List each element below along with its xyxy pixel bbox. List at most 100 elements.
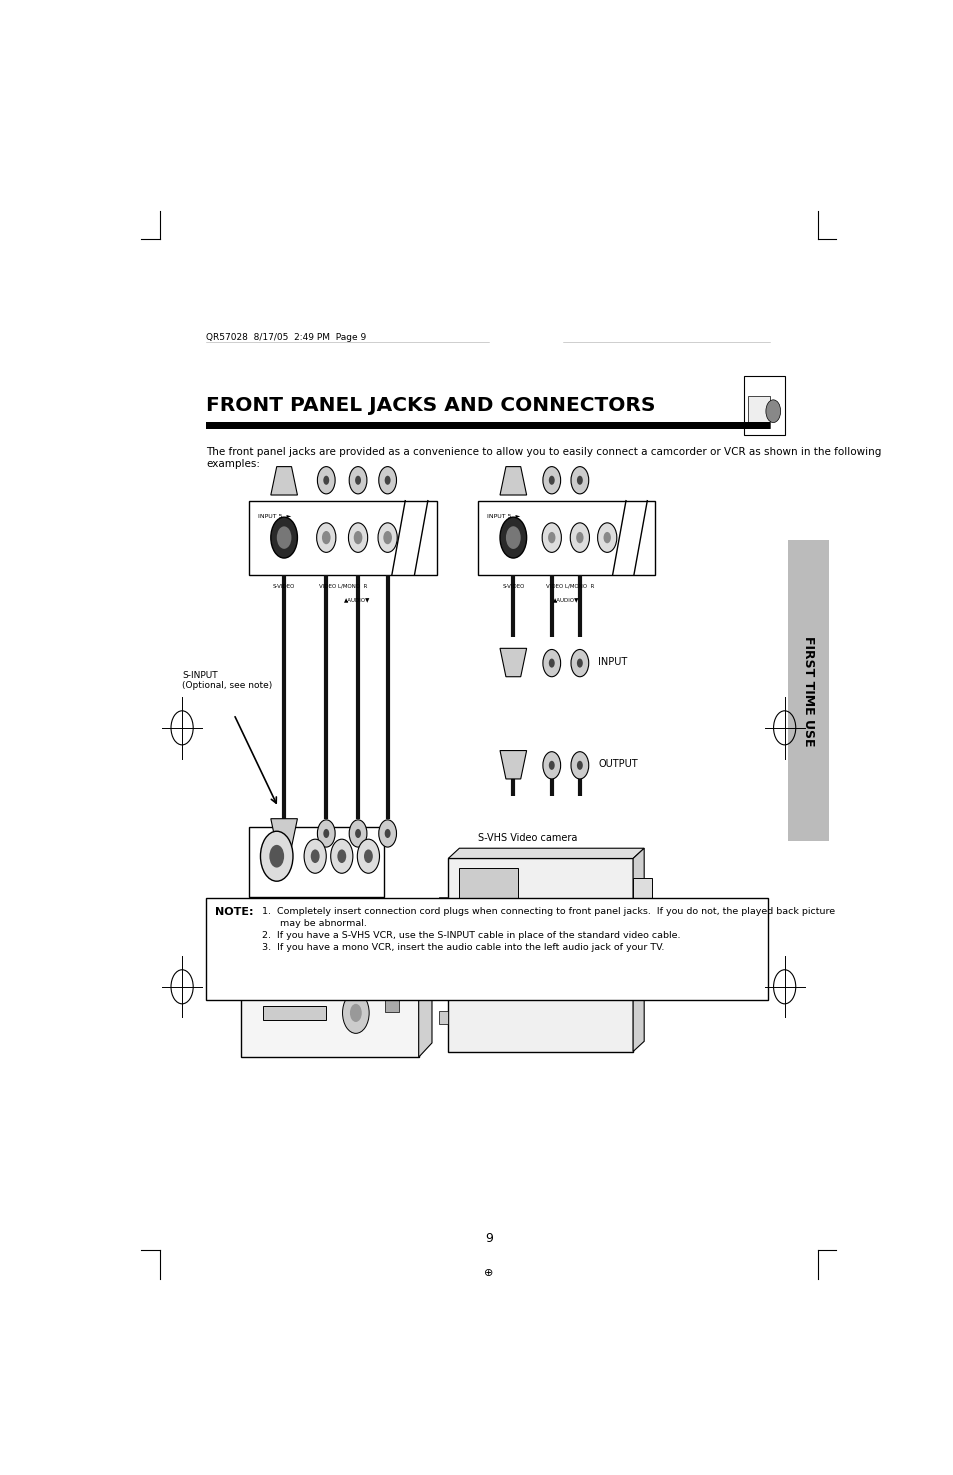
Circle shape [348,522,367,552]
Bar [459,869,518,926]
Circle shape [560,925,605,993]
Circle shape [571,649,588,677]
Bar [477,500,655,574]
Polygon shape [499,649,526,677]
Circle shape [364,850,373,863]
Bar [385,979,398,993]
Circle shape [383,531,392,544]
Bar [439,1010,448,1024]
Bar [249,500,436,574]
Circle shape [597,522,617,552]
Circle shape [317,820,335,847]
Circle shape [570,522,589,552]
Circle shape [349,466,367,494]
Circle shape [323,829,329,838]
Circle shape [542,466,560,494]
Text: ▲AUDIO▼: ▲AUDIO▼ [552,597,578,602]
Text: Back of VCR: Back of VCR [255,935,315,944]
Text: R: R [366,903,371,909]
Circle shape [603,532,610,543]
Circle shape [571,466,588,494]
Polygon shape [271,466,297,496]
Circle shape [577,658,582,668]
Text: INPUT: INPUT [598,656,627,667]
Text: QR57028  8/17/05  2:49 PM  Page 9: QR57028 8/17/05 2:49 PM Page 9 [206,332,366,342]
Bar [206,422,769,429]
Text: INPUT 5  ►: INPUT 5 ► [487,515,520,519]
Circle shape [337,850,346,863]
Circle shape [571,941,595,976]
Bar [633,878,651,932]
Circle shape [354,531,362,544]
Polygon shape [241,957,432,972]
Circle shape [571,752,588,779]
Polygon shape [448,848,643,858]
Circle shape [577,761,582,770]
Bar [743,376,783,435]
Circle shape [323,476,329,485]
Circle shape [378,466,396,494]
Circle shape [542,752,560,779]
Text: S-VHS Video camera: S-VHS Video camera [477,833,577,844]
Circle shape [765,400,780,422]
Bar [439,925,448,940]
Circle shape [355,476,360,485]
Circle shape [541,522,560,552]
Text: 9: 9 [484,1233,493,1245]
Polygon shape [633,848,643,1052]
Circle shape [547,532,555,543]
Polygon shape [271,819,297,847]
Circle shape [548,658,554,668]
Bar [263,1006,326,1019]
Circle shape [342,993,369,1034]
Text: 1.  Completely insert connection cord plugs when connecting to front panel jacks: 1. Completely insert connection cord plu… [262,907,834,951]
Circle shape [331,839,353,873]
Polygon shape [499,751,526,779]
Bar [206,898,767,1000]
Bar [241,972,418,1058]
Text: S-VIDEO: S-VIDEO [273,584,295,589]
Circle shape [304,839,326,873]
Text: NOTE:: NOTE: [215,907,253,917]
Circle shape [260,832,293,881]
Circle shape [499,518,526,558]
Circle shape [384,829,390,838]
Text: ▲AUDIO▼: ▲AUDIO▼ [343,597,370,602]
Circle shape [548,761,554,770]
Circle shape [271,518,297,558]
Bar [439,982,448,996]
Text: INPUT 5  ►: INPUT 5 ► [258,515,292,519]
Circle shape [577,476,582,485]
Circle shape [311,850,319,863]
Polygon shape [499,466,526,496]
Circle shape [269,845,284,867]
Text: L: L [339,903,343,909]
Bar [439,954,448,968]
Bar [385,999,398,1012]
Circle shape [350,1004,361,1022]
Circle shape [384,476,390,485]
Circle shape [377,522,396,552]
Bar [747,395,769,428]
Circle shape [576,532,583,543]
Circle shape [321,531,331,544]
Circle shape [505,527,520,549]
Text: ⊕: ⊕ [484,1268,493,1277]
Circle shape [316,522,335,552]
Bar [439,897,448,910]
Text: The front panel jacks are provided as a convenience to allow you to easily conne: The front panel jacks are provided as a … [206,447,881,469]
Text: VIDEO L/MONO  R: VIDEO L/MONO R [545,584,594,589]
Circle shape [349,820,367,847]
Circle shape [378,820,396,847]
Circle shape [276,527,291,549]
Text: S-VIDEO: S-VIDEO [501,584,524,589]
Circle shape [355,829,360,838]
Text: FIRST TIME USE: FIRST TIME USE [801,636,815,746]
Circle shape [357,839,379,873]
Text: OUTPUT: OUTPUT [598,760,638,768]
Circle shape [317,466,335,494]
Circle shape [548,476,554,485]
Text: S-VHS: S-VHS [266,903,287,909]
Bar [448,858,633,1052]
Polygon shape [418,957,432,1058]
